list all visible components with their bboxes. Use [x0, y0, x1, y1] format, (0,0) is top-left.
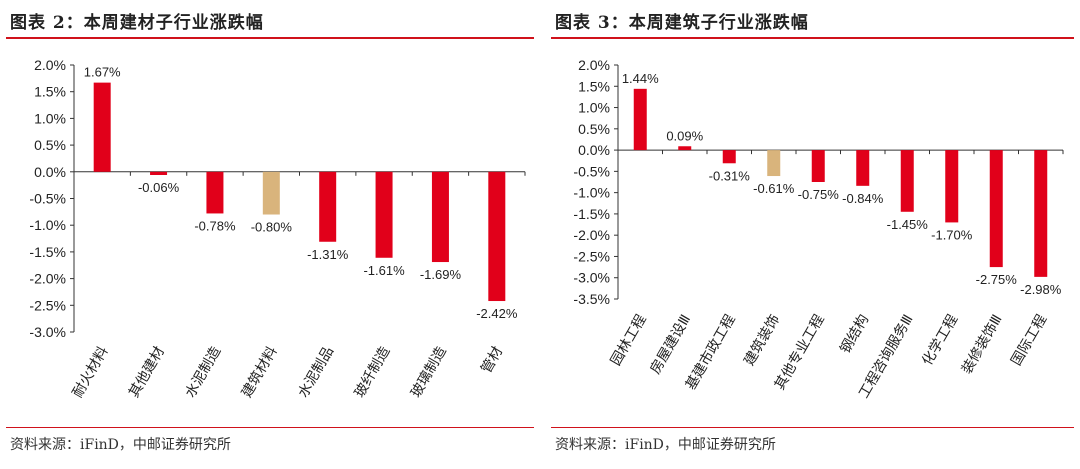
left-chart-data-label: -0.80%: [251, 220, 293, 235]
left-chart-y-tick-label: -1.5%: [29, 244, 66, 260]
left-chart-y-tick-label: -0.5%: [29, 191, 66, 207]
right-chart-y-tick-label: 1.5%: [578, 78, 610, 94]
right-chart-bar: [767, 150, 781, 177]
right-chart-data-label: 1.44%: [622, 71, 659, 86]
left-chart-category-label: 耐火材料: [70, 344, 112, 400]
right-bar-chart: 2.0% 1.5% 1.0% 0.5% 0.0% -0.5% -1.0% -1.5% -2.0%…: [573, 57, 1064, 401]
right-chart-y-tick-label: 1.0%: [578, 100, 610, 116]
right-chart-y-tick-label: -2.0%: [573, 227, 610, 243]
right-chart-y-tick-label: -1.5%: [573, 206, 610, 222]
right-chart-data-label: -2.75%: [976, 272, 1018, 287]
right-source-rule: [551, 427, 1074, 428]
left-chart-bar: [488, 171, 506, 302]
left-chart-data-label: -0.06%: [138, 180, 180, 195]
right-chart-category-label: 国际工程: [1008, 312, 1050, 368]
left-chart-bar: [431, 171, 449, 263]
right-chart-category-label: 建筑装饰: [741, 312, 783, 368]
left-chart-bar: [206, 171, 224, 214]
right-chart-bar: [856, 150, 870, 186]
left-chart-category-label: 水泥制品: [295, 344, 337, 400]
left-title-rule: [6, 37, 534, 39]
left-chart-panel: 图表 2：本周建材子行业涨跌幅 2.0% 1.5% 1.0% 0.5% 0.0% -0.5…: [6, 13, 534, 453]
left-chart-data-label: -1.61%: [363, 263, 405, 278]
left-chart-category-label: 水泥制造: [183, 344, 225, 400]
left-chart-bar: [93, 82, 111, 172]
right-chart-bar: [633, 88, 647, 151]
right-chart-category-label: 装修装饰Ⅲ: [959, 312, 1006, 377]
left-chart-bar: [375, 171, 393, 258]
right-chart-y-tick-label: 0.0%: [578, 142, 610, 158]
right-chart-data-label: -0.75%: [798, 187, 840, 202]
right-chart-data-label: -0.61%: [753, 181, 795, 196]
right-chart-bar: [989, 150, 1003, 268]
left-source-note: 资料来源：iFinD，中邮证券研究所: [10, 437, 231, 453]
right-chart-y-tick-label: -3.0%: [573, 270, 610, 286]
right-chart-y-tick-label: -2.5%: [573, 248, 610, 264]
right-chart-category-label: 园林工程: [608, 312, 650, 368]
left-source-rule: [6, 427, 534, 428]
right-chart-y-tick-label: -1.0%: [573, 185, 610, 201]
right-chart-data-label: -1.45%: [887, 217, 929, 232]
left-bar-chart: 2.0% 1.5% 1.0% 0.5% 0.0% -0.5% -1.0% -1.5% -2.0%…: [29, 57, 526, 401]
left-chart-title: 图表 2：本周建材子行业涨跌幅: [10, 13, 264, 33]
right-chart-bar: [945, 150, 959, 223]
left-chart-category-label: 管材: [478, 344, 506, 376]
right-chart-data-label: 0.09%: [666, 128, 703, 143]
left-chart-y-tick-label: 1.5%: [34, 84, 66, 100]
left-chart-y-tick-label: 1.0%: [34, 110, 66, 126]
right-chart-data-label: -0.31%: [709, 168, 751, 183]
left-chart-y-tick-label: -2.5%: [29, 297, 66, 313]
left-chart-category-label: 玻璃制造: [407, 344, 450, 401]
left-chart-category-label: 玻纤制造: [352, 344, 394, 400]
left-chart-y-tick-label: -1.0%: [29, 217, 66, 233]
right-chart-category-label: 钢结构: [837, 312, 872, 356]
left-chart-data-label: -2.42%: [476, 306, 518, 321]
right-chart-category-label: 化学工程: [919, 312, 961, 368]
right-chart-bar: [811, 150, 825, 182]
right-chart-data-label: -2.98%: [1020, 282, 1062, 297]
right-source-note: 资料来源：iFinD，中邮证券研究所: [555, 437, 776, 453]
left-chart-data-label: -1.69%: [420, 267, 462, 282]
left-chart-data-label: -1.31%: [307, 247, 349, 262]
right-chart-panel: 图表 3：本周建筑子行业涨跌幅 2.0% 1.5% 1.0% 0.5% 0.0% -0.5…: [545, 0, 1080, 469]
right-chart-y-tick-label: -0.5%: [573, 163, 610, 179]
left-chart-y-tick-label: 2.0%: [34, 57, 66, 73]
right-title-rule: [551, 37, 1074, 39]
left-chart-bar: [319, 171, 337, 242]
left-chart-y-tick-label: -3.0%: [29, 324, 66, 340]
left-chart-category-label: 建筑材料: [239, 344, 281, 400]
right-chart-y-tick-label: 2.0%: [578, 57, 610, 73]
right-chart-title: 图表 3：本周建筑子行业涨跌幅: [555, 13, 809, 33]
left-chart-bar: [150, 171, 168, 176]
right-chart-data-label: -1.70%: [931, 227, 973, 242]
left-chart-y-tick-label: -2.0%: [29, 271, 66, 287]
right-chart-y-tick-label: 0.5%: [578, 121, 610, 137]
left-chart-y-tick-label: 0.0%: [34, 164, 66, 180]
right-chart-bar: [1034, 150, 1048, 277]
right-chart-bar: [722, 150, 736, 164]
left-chart-y-tick-label: 0.5%: [34, 137, 66, 153]
left-chart-data-label: 1.67%: [84, 65, 121, 80]
right-chart-category-label: 房屋建设Ⅲ: [648, 312, 695, 377]
left-chart-data-label: -0.78%: [194, 218, 236, 233]
right-chart-bar: [900, 150, 914, 212]
left-chart-bar: [262, 171, 280, 215]
left-chart-category-label: 其他建材: [126, 344, 168, 400]
right-chart-y-tick-label: -3.5%: [573, 291, 610, 307]
right-chart-bar: [678, 146, 692, 151]
right-chart-data-label: -0.84%: [842, 191, 884, 206]
